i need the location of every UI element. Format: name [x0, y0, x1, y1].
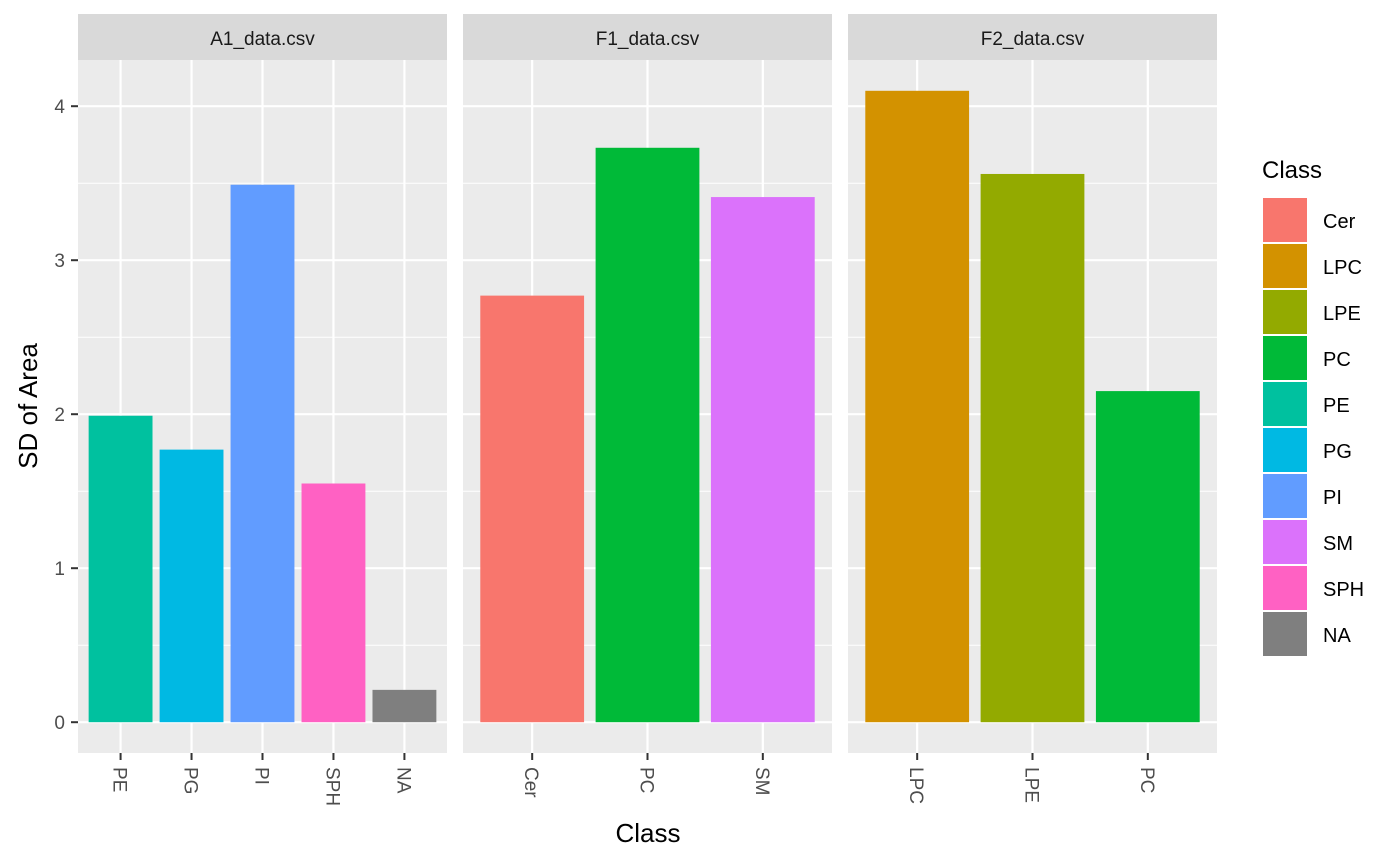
x-tick-label: PE [109, 767, 130, 792]
legend-label: NA [1323, 625, 1351, 647]
bar-lpe [980, 173, 1085, 723]
x-tick-label: Cer [520, 767, 541, 798]
facet-panel: F1_data.csv Cer PC SM [463, 14, 832, 798]
facet-strip-label: A1_data.csv [210, 29, 315, 50]
x-tick-label: PC [1136, 767, 1157, 793]
bar-pi [230, 184, 295, 723]
facet-panel: F2_data.csv LPC LPE PC [848, 14, 1217, 804]
bar-lpc [865, 90, 970, 723]
x-tick-label: PC [636, 767, 657, 793]
y-tick-label: 3 [54, 251, 65, 272]
facet-strip [78, 14, 447, 60]
facet-strip [463, 14, 832, 60]
legend-label: LPC [1323, 257, 1362, 279]
y-axis: 0 1 2 3 4 [54, 97, 78, 734]
facet-panels: A1_data.csv PE PG PI SPH NA F1_data.csv Cer PC SM… [78, 14, 1217, 806]
legend-label: LPE [1323, 303, 1361, 325]
x-axis-title: Class [615, 818, 680, 848]
bar-pg [159, 449, 224, 723]
legend-key [1263, 336, 1307, 380]
x-tick-label: SPH [321, 767, 342, 806]
y-tick-label: 4 [54, 97, 65, 118]
x-tick-label: PI [251, 767, 272, 785]
bar-cer [480, 295, 585, 723]
bar-sm [710, 197, 815, 723]
facet-strip [848, 14, 1217, 60]
x-tick-label: LPC [905, 767, 926, 804]
bar-sph [301, 483, 366, 723]
facet-panel: A1_data.csv PE PG PI SPH NA [78, 14, 447, 806]
legend-label: PE [1323, 395, 1350, 417]
legend-key [1263, 290, 1307, 334]
legend-label: PI [1323, 487, 1342, 509]
legend-label: SM [1323, 533, 1353, 555]
x-tick-label: SM [751, 767, 772, 796]
legend-key [1263, 474, 1307, 518]
legend-items: Cer LPC LPE PC PE PG PI SM SPH NA [1263, 198, 1364, 656]
bar-na [372, 689, 437, 723]
legend-key [1263, 244, 1307, 288]
y-tick-label: 2 [54, 405, 65, 426]
y-tick-label: 1 [54, 559, 65, 580]
facet-strip-label: F1_data.csv [596, 29, 700, 50]
legend: Class Cer LPC LPE PC PE PG PI SM SPH NA [1262, 157, 1364, 656]
facet-strip-label: F2_data.csv [981, 29, 1085, 50]
legend-key [1263, 428, 1307, 472]
legend-label: PG [1323, 441, 1352, 463]
bar-pc [1095, 391, 1200, 723]
legend-key [1263, 566, 1307, 610]
legend-label: Cer [1323, 211, 1356, 233]
bar-pc [595, 147, 700, 723]
x-tick-label: NA [392, 767, 413, 794]
y-tick-label: 0 [54, 713, 65, 734]
bar-pe [88, 415, 153, 723]
legend-key [1263, 520, 1307, 564]
x-tick-label: LPE [1021, 767, 1042, 803]
legend-key [1263, 382, 1307, 426]
y-axis-title: SD of Area [13, 343, 43, 469]
legend-key [1263, 612, 1307, 656]
legend-key [1263, 198, 1307, 242]
x-tick-label: PG [180, 767, 201, 794]
legend-title: Class [1262, 157, 1322, 184]
legend-label: PC [1323, 349, 1351, 371]
legend-label: SPH [1323, 579, 1364, 601]
